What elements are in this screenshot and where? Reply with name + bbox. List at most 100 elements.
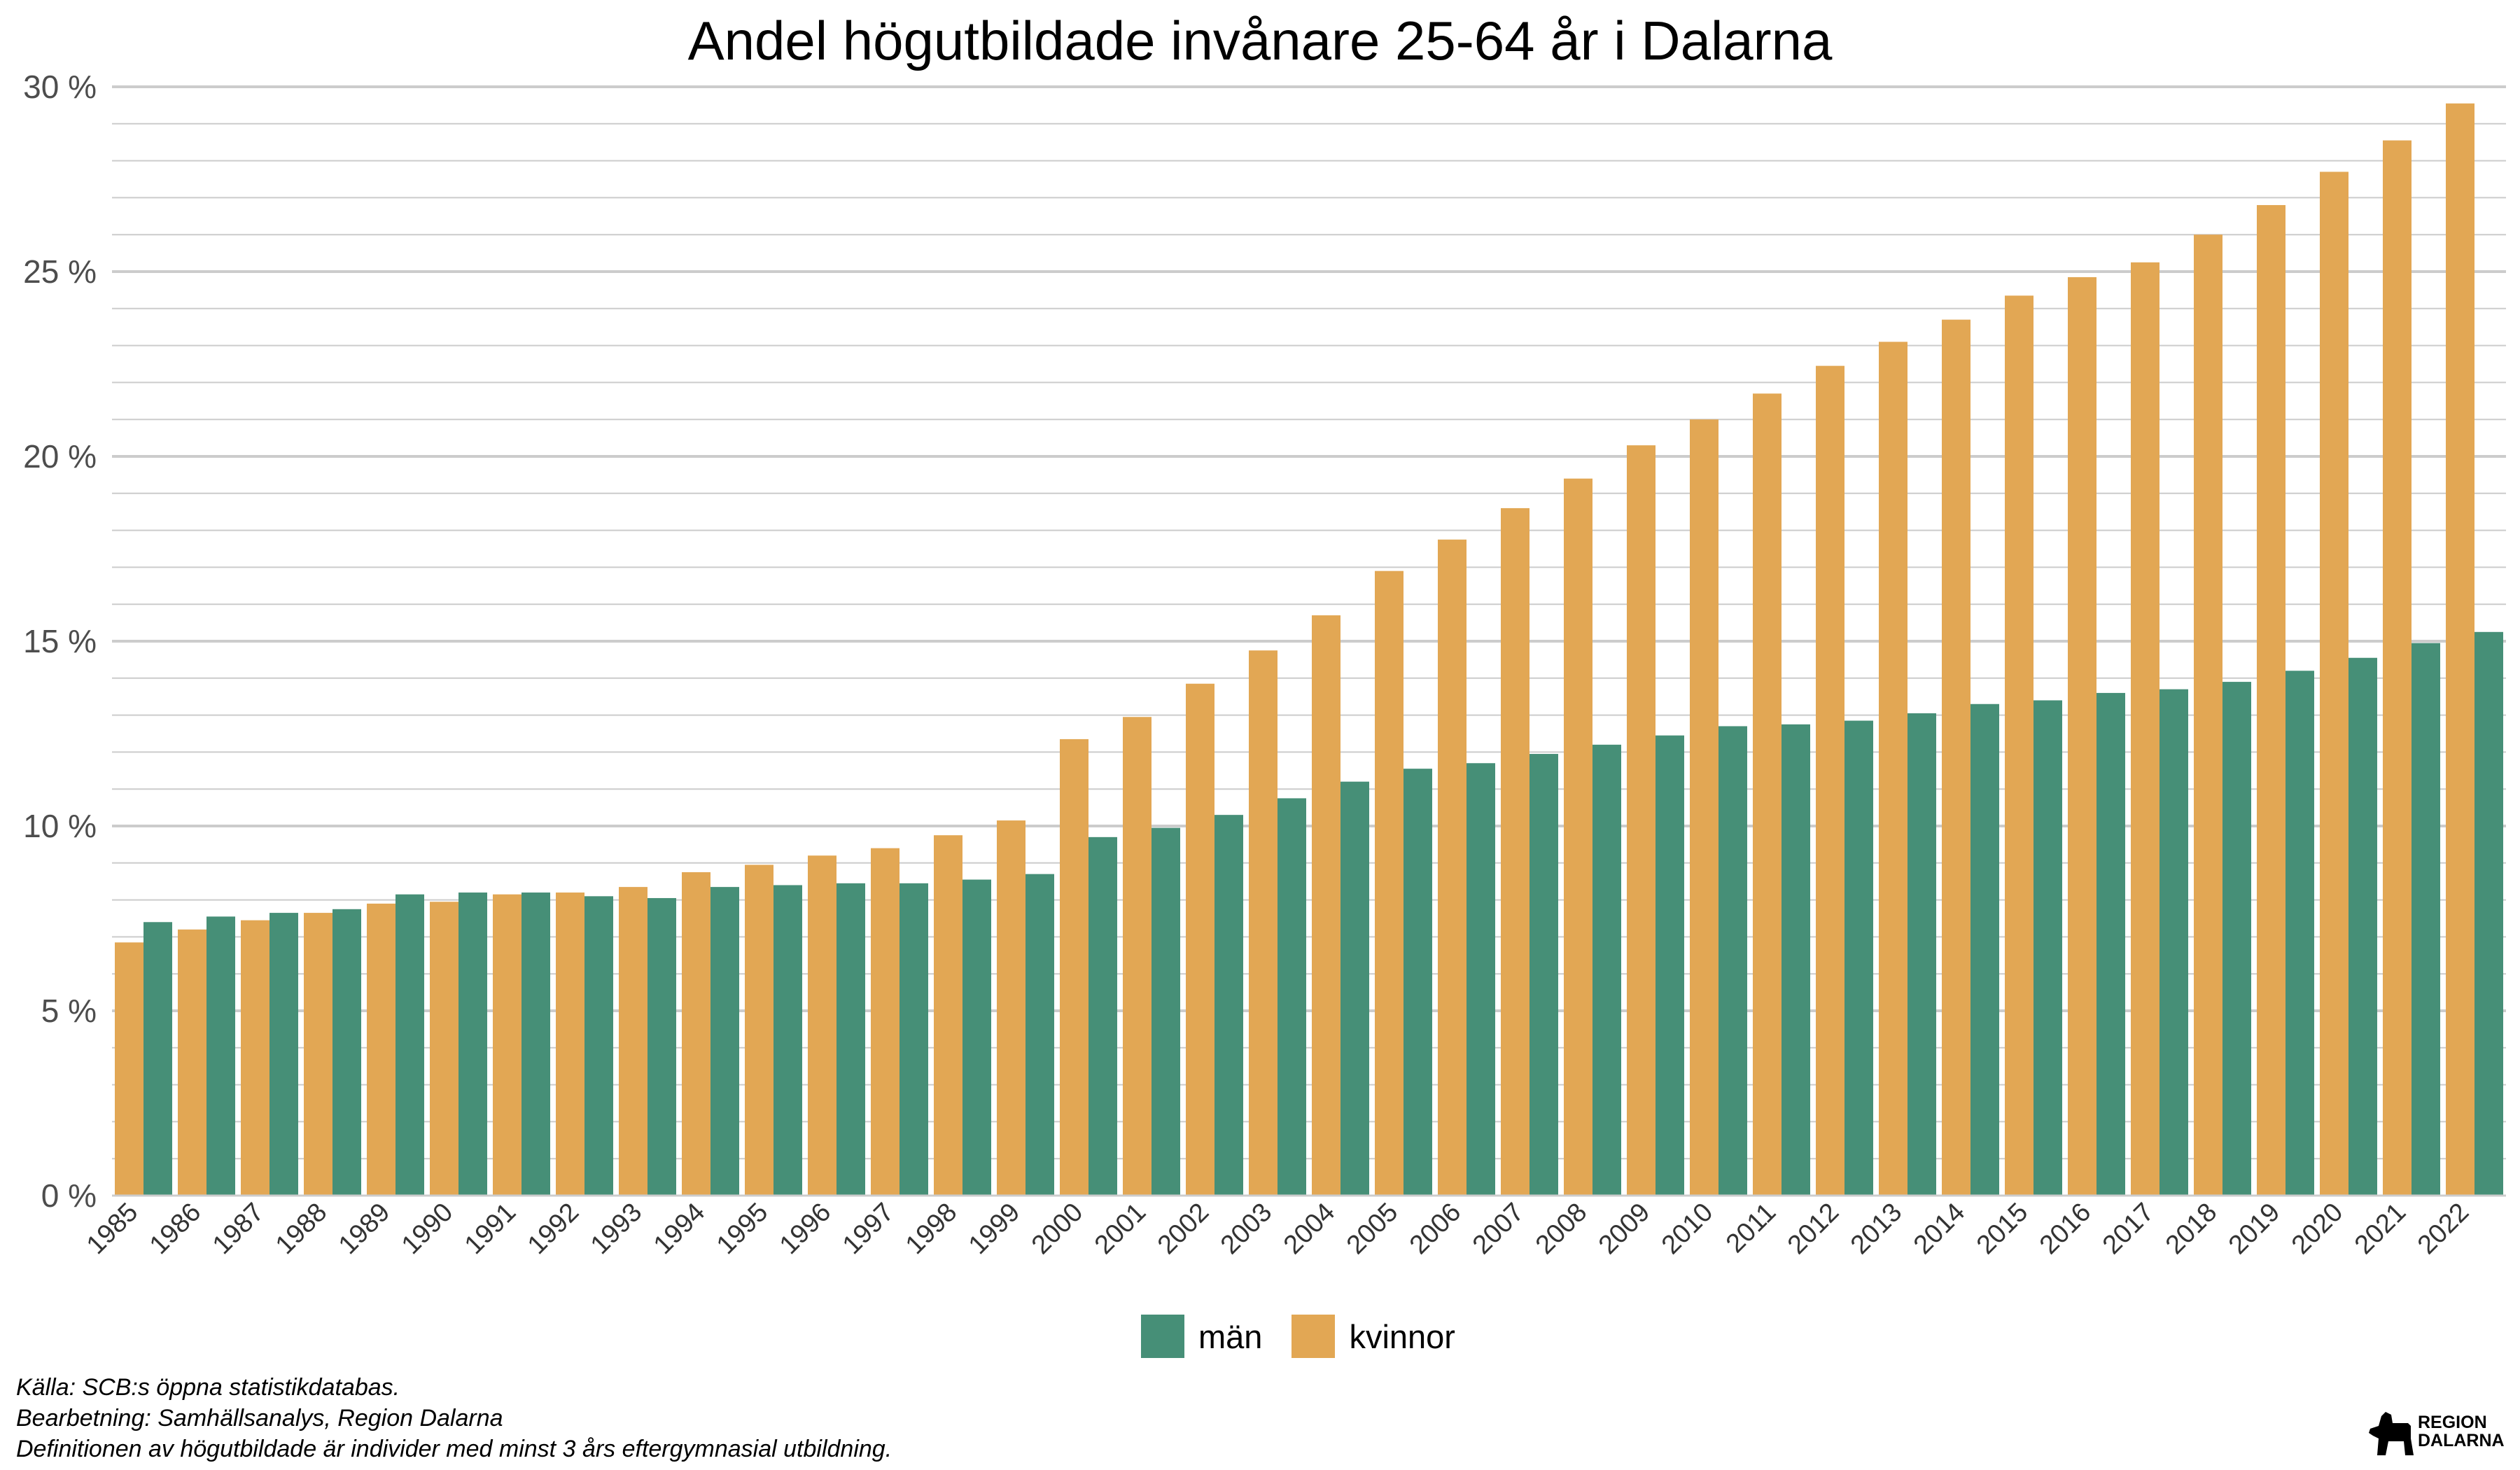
legend-entry-women[interactable]: kvinnor	[1292, 1315, 1455, 1358]
bar-man-1986	[206, 916, 235, 1196]
bar-man-2013	[1907, 713, 1936, 1196]
legend: män kvinnor	[1141, 1312, 1471, 1361]
bar-man-1995	[774, 885, 802, 1196]
bar-man-1987	[270, 913, 298, 1196]
chart-title: Andel högutbildade invånare 25-64 år i D…	[687, 10, 1833, 71]
logo-line-2: DALARNA	[2418, 1431, 2505, 1450]
bar-kvinnor-1985	[115, 942, 144, 1196]
footnote-processing: Bearbetning: Samhällsanalys, Region Dala…	[16, 1405, 503, 1432]
x-tick-label: 2004	[1278, 1198, 1340, 1260]
bar-chart: 0 %5 %10 %15 %20 %25 %30 %1985 1986 1987 19…	[23, 69, 2506, 1260]
x-tick-label: 2017	[2097, 1198, 2160, 1260]
y-tick-label: 10 %	[23, 808, 97, 844]
x-tick-label: 2008	[1530, 1198, 1592, 1260]
x-tick-label: 2015	[1971, 1198, 2033, 1260]
bar-kvinnor-1990	[430, 902, 458, 1196]
x-tick-label: 1986	[144, 1198, 206, 1260]
bar-man-1992	[584, 896, 613, 1196]
y-tick-label: 20 %	[23, 438, 97, 475]
bar-kvinnor-2015	[2005, 295, 2033, 1196]
x-tick-label: 1994	[648, 1198, 710, 1260]
x-tick-label: 2005	[1341, 1198, 1404, 1260]
bar-kvinnor-2003	[1249, 650, 1278, 1196]
bar-kvinnor-2004	[1312, 615, 1340, 1196]
bar-man-1990	[458, 892, 487, 1196]
bar-kvinnor-2007	[1501, 507, 1530, 1196]
bar-kvinnor-2014	[1942, 319, 1970, 1196]
legend-entry-men[interactable]: män	[1141, 1315, 1262, 1358]
x-tick-label: 2009	[1593, 1198, 1656, 1260]
bar-man-2017	[2160, 689, 2188, 1196]
x-tick-label: 2014	[1908, 1198, 1970, 1260]
bar-man-2016	[2096, 692, 2125, 1196]
bar-man-2010	[1718, 726, 1747, 1196]
bar-kvinnor-2000	[1060, 738, 1088, 1196]
x-tick-label: 2021	[2349, 1198, 2412, 1260]
bar-man-2004	[1340, 781, 1369, 1196]
bar-man-1993	[648, 897, 676, 1196]
bar-kvinnor-1986	[178, 929, 206, 1196]
y-tick-label: 5 %	[41, 993, 97, 1029]
x-tick-label: 2011	[1721, 1198, 1782, 1259]
x-tick-label: 2007	[1467, 1198, 1530, 1260]
bar-man-2009	[1656, 735, 1684, 1196]
x-tick-label: 1987	[207, 1198, 270, 1260]
bar-man-1988	[332, 909, 361, 1196]
x-tick-label: 1988	[270, 1198, 332, 1260]
bar-kvinnor-1992	[556, 892, 584, 1196]
bar-man-2003	[1278, 798, 1306, 1196]
bar-kvinnor-2022	[2446, 103, 2474, 1196]
x-tick-label: 2010	[1656, 1198, 1718, 1260]
x-tick-label: 2000	[1026, 1198, 1088, 1260]
x-tick-label: 1989	[333, 1198, 396, 1260]
bar-kvinnor-1999	[997, 820, 1026, 1196]
footnote-definition: Definitionen av högutbildade är individe…	[16, 1436, 892, 1462]
bar-kvinnor-2020	[2320, 172, 2348, 1196]
legend-swatch-women	[1292, 1315, 1336, 1358]
bar-kvinnor-2008	[1564, 478, 1592, 1196]
bar-kvinnor-1993	[619, 887, 648, 1196]
x-tick-label: 2002	[1152, 1198, 1214, 1260]
x-tick-label: 1991	[459, 1198, 522, 1260]
bar-man-2007	[1530, 754, 1558, 1196]
bar-kvinnor-1996	[808, 855, 836, 1196]
x-tick-label: 2019	[2223, 1198, 2286, 1260]
bar-man-2011	[1782, 724, 1810, 1196]
x-tick-label: 2012	[1782, 1198, 1844, 1260]
legend-label-women: kvinnor	[1349, 1317, 1455, 1355]
bar-kvinnor-2010	[1690, 419, 1718, 1196]
bar-kvinnor-1991	[493, 894, 522, 1196]
logo-text: REGION DALARNA	[2418, 1413, 2505, 1450]
bar-man-2005	[1404, 769, 1432, 1196]
bar-kvinnor-1995	[745, 864, 774, 1196]
bar-man-2020	[2348, 657, 2377, 1196]
bar-kvinnor-2009	[1627, 445, 1656, 1196]
bar-man-1994	[710, 887, 739, 1196]
bar-kvinnor-2001	[1123, 717, 1152, 1196]
bar-man-1999	[1026, 874, 1054, 1196]
y-tick-label: 25 %	[23, 253, 97, 290]
bar-man-1997	[899, 883, 928, 1196]
bar-man-2012	[1844, 720, 1873, 1196]
x-tick-label: 1993	[585, 1198, 648, 1260]
bar-man-2019	[2286, 671, 2314, 1196]
y-tick-label: 15 %	[23, 623, 97, 659]
bar-man-1998	[962, 879, 991, 1196]
y-tick-label: 0 %	[41, 1177, 97, 1214]
x-tick-label: 1999	[963, 1198, 1026, 1260]
bar-kvinnor-2005	[1375, 570, 1404, 1196]
bar-kvinnor-2018	[2194, 234, 2222, 1196]
footnotes: Källa: SCB:s öppna statistikdatabas. Bea…	[16, 1372, 892, 1464]
bar-man-1991	[522, 892, 550, 1196]
bar-kvinnor-2002	[1186, 683, 1214, 1196]
x-tick-label: 2003	[1215, 1198, 1278, 1260]
x-tick-label: 1992	[522, 1198, 584, 1260]
x-tick-label: 2016	[2034, 1198, 2096, 1260]
bar-man-2014	[1970, 704, 1999, 1196]
y-tick-label: 30 %	[23, 69, 97, 105]
bar-kvinnor-2013	[1879, 342, 1907, 1196]
bar-man-2008	[1592, 744, 1621, 1196]
bar-kvinnor-1997	[871, 848, 899, 1196]
bar-man-2018	[2222, 682, 2251, 1196]
bar-kvinnor-2017	[2131, 262, 2160, 1196]
